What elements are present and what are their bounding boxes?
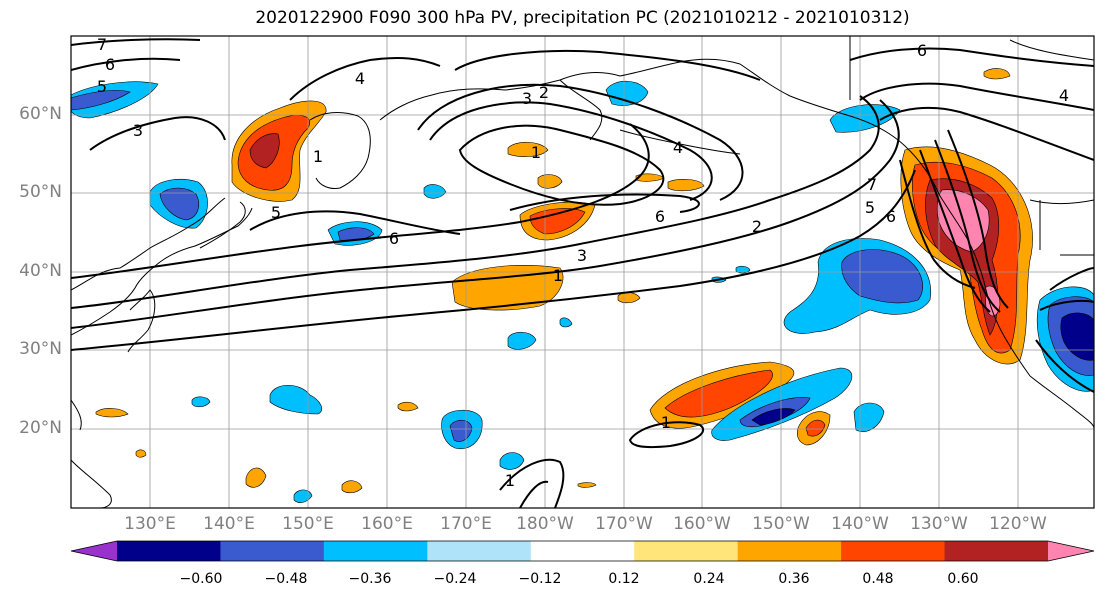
map-frame xyxy=(70,35,1095,509)
colorbar-tick-label: −0.60 xyxy=(179,571,223,587)
precipitation-fill xyxy=(71,68,1094,503)
colorbar-tick-label: 0.60 xyxy=(947,571,979,587)
lat-label: 50°N xyxy=(19,182,62,202)
contour-label: 1 xyxy=(661,413,671,432)
colorbar-segment xyxy=(634,541,739,561)
lon-label: 130°E xyxy=(124,514,176,534)
contour-label: 6 xyxy=(917,41,927,60)
contour-label: 7 xyxy=(97,35,107,54)
colorbar-tick-label: −0.12 xyxy=(518,571,562,587)
colorbar-tick-label: 0.24 xyxy=(693,571,725,587)
map-title: 2020122900 F090 300 hPa PV, precipitatio… xyxy=(255,8,910,28)
contour-label: 1 xyxy=(553,266,563,285)
colorbar-tick-label: −0.48 xyxy=(264,571,308,587)
lat-label: 30°N xyxy=(19,339,62,359)
contour-label: 5 xyxy=(865,198,875,217)
lon-label: 120°W xyxy=(989,514,1047,534)
contour-label: 4 xyxy=(673,138,683,157)
colorbar-segment xyxy=(841,541,946,561)
contour-label: 6 xyxy=(389,229,399,248)
colorbar-tick-label: 0.12 xyxy=(608,571,640,587)
colorbar-segment xyxy=(220,541,325,561)
lon-label: 140°E xyxy=(203,514,255,534)
lat-label: 60°N xyxy=(19,104,62,124)
lon-label: 160°W xyxy=(673,514,731,534)
lon-label: 180°W xyxy=(516,514,574,534)
colorbar-segment xyxy=(117,541,221,561)
contour-label: 2 xyxy=(539,83,549,102)
contour-label: 2 xyxy=(752,217,762,236)
colorbar-segment xyxy=(530,541,635,561)
lon-label: 150°E xyxy=(282,514,334,534)
lon-label: 150°W xyxy=(752,514,810,534)
colorbar-tick-label: −0.24 xyxy=(433,571,477,587)
lon-label: 130°W xyxy=(910,514,968,534)
colorbar-max-arrow xyxy=(1048,541,1094,561)
colorbar-tick-label: −0.36 xyxy=(348,571,392,587)
contour-label: 4 xyxy=(355,69,365,88)
map-gridlines xyxy=(71,36,1094,508)
contour-label: 1 xyxy=(313,147,323,166)
contour-label: 4 xyxy=(1059,86,1069,105)
contour-label: 3 xyxy=(133,121,143,140)
colorbar xyxy=(70,540,1095,562)
colorbar-segment xyxy=(944,541,1049,561)
lon-label: 140°W xyxy=(831,514,889,534)
contour-labels: 7 6 5 3 4 2 3 1 4 1 6 5 6 3 2 1 1 6 4 7 … xyxy=(97,35,1069,490)
colorbar-segment xyxy=(427,541,532,561)
contour-label: 3 xyxy=(577,246,587,265)
contour-label: 7 xyxy=(867,175,877,194)
pv-contours xyxy=(71,38,1094,508)
lon-label: 170°W xyxy=(595,514,653,534)
contour-label: 6 xyxy=(886,207,896,226)
colorbar-segment xyxy=(737,541,842,561)
contour-label: 5 xyxy=(271,203,281,222)
contour-label: 3 xyxy=(522,89,532,108)
contour-label: 1 xyxy=(531,143,541,162)
lat-label: 20°N xyxy=(19,418,62,438)
colorbar-segment xyxy=(323,541,428,561)
contour-label: 6 xyxy=(655,207,665,226)
contour-label: 6 xyxy=(105,55,115,74)
lat-label: 40°N xyxy=(19,261,62,281)
colorbar-tick-label: 0.48 xyxy=(862,571,894,587)
lon-label: 170°E xyxy=(440,514,492,534)
colorbar-tick-label: 0.36 xyxy=(778,571,810,587)
lon-label: 160°E xyxy=(361,514,413,534)
coastlines xyxy=(71,36,1094,508)
contour-label: 5 xyxy=(97,77,107,96)
contour-label: 1 xyxy=(505,471,515,490)
colorbar-min-arrow xyxy=(71,541,117,561)
